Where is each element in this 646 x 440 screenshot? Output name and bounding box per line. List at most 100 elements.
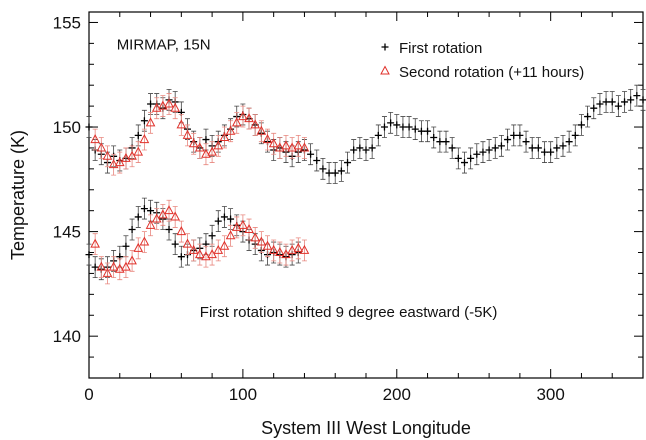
error-bar: [117, 258, 123, 281]
plus-marker: [621, 98, 629, 106]
triangle-marker: [145, 117, 156, 127]
error-bar: [289, 239, 295, 262]
plus-marker: [208, 232, 216, 240]
plus-marker: [147, 207, 155, 215]
y-tick-label: 140: [53, 327, 81, 346]
x-axis-label: System III West Longitude: [261, 418, 471, 438]
plus-marker: [356, 144, 364, 152]
triangle-marker: [121, 261, 131, 271]
triangle-marker: [201, 148, 211, 158]
plus-marker: [454, 154, 462, 162]
error-bar: [117, 151, 123, 174]
error-bar: [221, 126, 227, 149]
plus-marker: [442, 138, 450, 146]
triangle-marker: [170, 211, 181, 221]
plus-marker: [614, 102, 622, 110]
triangle-marker: [151, 102, 162, 112]
error-bar: [178, 220, 184, 243]
error-bar: [166, 93, 172, 115]
triangle-marker: [114, 263, 125, 273]
error-bar: [129, 145, 135, 168]
error-bar: [160, 204, 166, 226]
triangle-marker: [108, 159, 119, 169]
plus-marker: [510, 131, 518, 139]
triangle-marker: [182, 238, 193, 248]
plus-marker: [448, 144, 456, 152]
error-bar: [129, 250, 135, 272]
plus-marker: [393, 121, 401, 129]
error-bar: [258, 120, 264, 143]
triangle-marker: [90, 238, 100, 248]
error-bar: [123, 147, 129, 170]
plus-marker: [165, 226, 173, 234]
error-bar: [283, 243, 289, 266]
triangle-marker: [274, 142, 285, 152]
plus-marker: [473, 150, 481, 158]
error-bar: [92, 233, 98, 256]
plus-marker: [497, 142, 505, 150]
error-bar: [301, 239, 307, 262]
plus-marker: [602, 98, 610, 106]
triangle-marker: [293, 242, 304, 252]
x-tick-label: 0: [84, 385, 93, 404]
error-bar: [215, 134, 221, 157]
triangle-marker: [176, 119, 187, 129]
error-bar: [228, 224, 234, 247]
error-bar: [98, 137, 104, 159]
triangle-marker: [164, 98, 174, 108]
plus-marker: [128, 226, 136, 234]
y-tick-label: 145: [53, 223, 81, 242]
triangle-marker: [133, 242, 144, 252]
plus-marker: [627, 96, 635, 104]
plus-marker: [485, 146, 493, 154]
triangle-marker: [170, 102, 181, 112]
plus-marker: [424, 127, 432, 135]
triangle-marker: [96, 261, 107, 271]
error-bar: [166, 199, 172, 222]
plus-marker: [319, 165, 327, 173]
error-bar: [172, 206, 178, 228]
plus-marker: [528, 144, 536, 152]
x-tick-label: 100: [229, 385, 257, 404]
plus-marker: [491, 144, 499, 152]
error-bar: [277, 241, 283, 264]
plus-marker: [571, 131, 579, 139]
triangle-marker: [244, 113, 254, 123]
plus-marker: [362, 146, 370, 154]
error-bar: [135, 237, 141, 260]
triangle-marker: [244, 223, 254, 234]
y-axis-label: Temperature (K): [8, 130, 28, 260]
y-tick-label: 155: [53, 13, 81, 32]
plus-marker: [331, 169, 339, 177]
triangle-marker: [133, 146, 144, 156]
error-bar: [221, 235, 227, 258]
error-bar: [160, 95, 166, 117]
triangle-marker: [287, 142, 297, 152]
plus-marker: [85, 123, 93, 131]
plus-marker: [559, 142, 567, 150]
plus-marker: [91, 263, 99, 271]
error-bar: [234, 111, 240, 134]
triangle-marker: [231, 117, 242, 127]
error-bar: [98, 256, 104, 279]
triangle-marker: [225, 125, 236, 135]
plus-marker: [380, 123, 388, 131]
triangle-marker: [90, 134, 100, 144]
error-bar: [111, 153, 117, 176]
triangle-marker: [188, 244, 199, 254]
error-bar: [135, 141, 141, 163]
triangle-marker: [139, 134, 150, 144]
plus-marker: [368, 144, 376, 152]
plus-marker: [220, 213, 228, 221]
error-bar: [240, 214, 246, 237]
triangle-marker: [250, 119, 261, 129]
plus-marker: [374, 131, 382, 139]
plus-marker: [325, 169, 333, 177]
plus-marker: [140, 117, 148, 125]
error-bar: [246, 218, 252, 241]
error-bar: [258, 231, 264, 253]
triangle-marker: [194, 142, 205, 152]
triangle-marker: [256, 236, 267, 246]
plus-marker: [177, 253, 185, 261]
x-tick-label: 300: [536, 385, 564, 404]
